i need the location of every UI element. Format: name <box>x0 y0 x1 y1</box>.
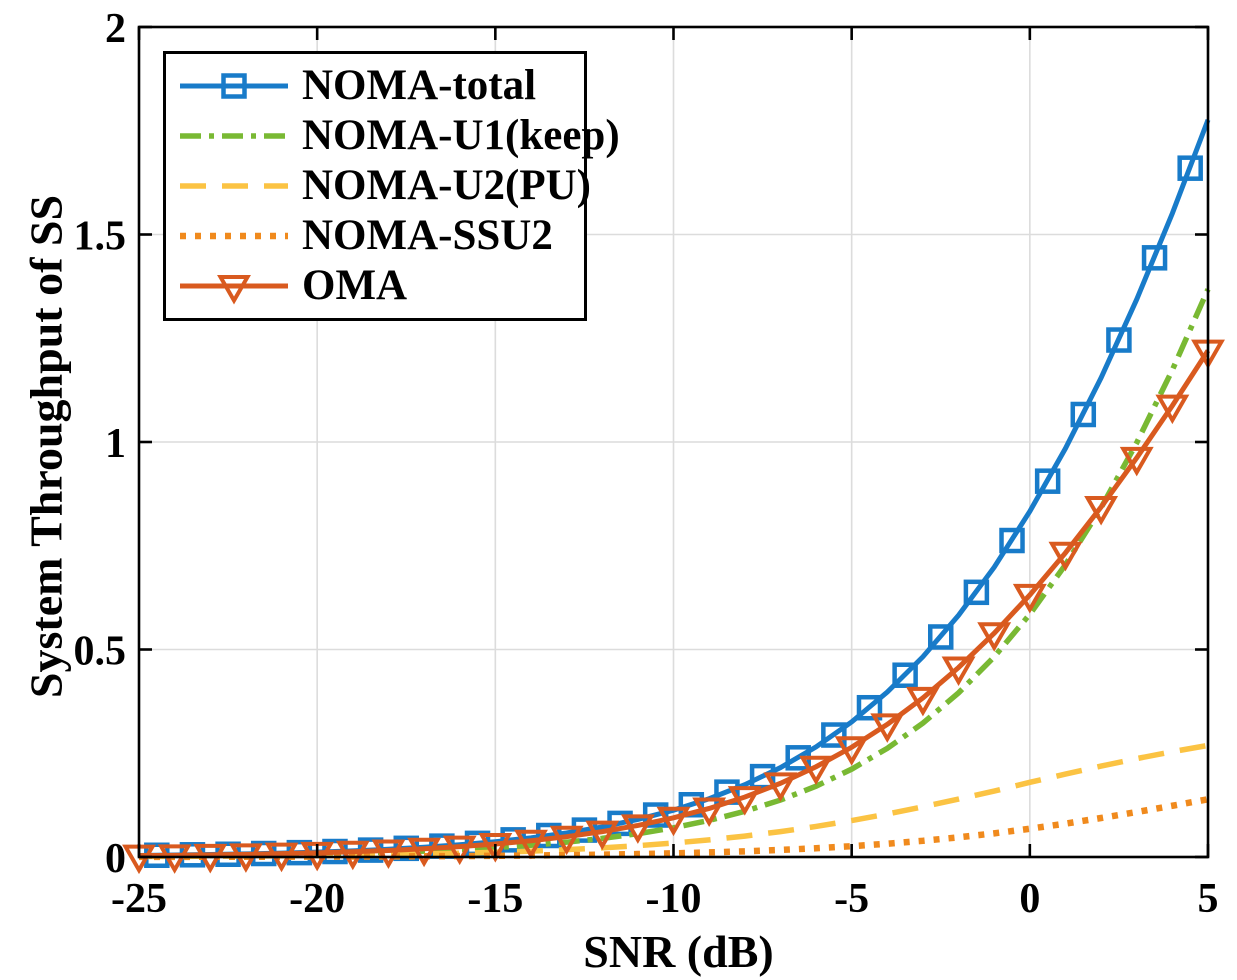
y-tick-label: 1 <box>105 421 126 467</box>
marker-triangle-down-icon <box>692 797 727 827</box>
marker-triangle-down-icon <box>834 736 869 766</box>
marker-square-icon <box>1141 245 1168 271</box>
marker-triangle-down-icon <box>1119 446 1154 477</box>
x-tick-label: 0 <box>1019 876 1040 922</box>
marker-triangle-down-icon <box>585 820 620 851</box>
legend-label: NOMA-U1(keep) <box>302 112 620 159</box>
marker-triangle-down-icon <box>300 841 335 872</box>
marker-triangle-down-icon <box>335 840 370 871</box>
marker-square-icon <box>963 579 990 606</box>
y-tick-label: 0.5 <box>74 629 127 675</box>
marker-triangle-down-icon <box>799 755 833 786</box>
legend-item-noma-ssu2: NOMA-SSU2 <box>178 211 578 261</box>
x-tick-label: -15 <box>467 876 523 922</box>
marker-triangle-down-icon <box>1084 496 1119 526</box>
marker-triangle-down-icon <box>407 837 442 868</box>
marker-triangle-down-icon <box>478 833 513 863</box>
marker-square-icon <box>928 624 954 650</box>
legend-sample-line-icon <box>180 275 288 305</box>
marker-triangle-down-icon <box>656 806 691 837</box>
marker-triangle-down-icon <box>442 835 477 866</box>
y-tick-label: 0 <box>105 836 126 882</box>
marker-square-icon <box>749 763 776 790</box>
marker-triangle-down-icon <box>905 686 940 717</box>
marker-square-icon <box>1034 468 1061 494</box>
y-axis-title: System Throughput of SS <box>20 194 72 699</box>
legend: NOMA-total NOMA-U1(keep) NOMA-U2(PU) NOM… <box>163 51 620 321</box>
legend-item-noma-total: NOMA-total <box>178 61 578 111</box>
x-tick-label: -25 <box>111 876 167 922</box>
marker-triangle-down-icon <box>371 839 406 869</box>
legend-label: NOMA-SSU2 <box>302 212 553 259</box>
legend-sample-line-icon <box>180 133 288 139</box>
marker-triangle-down-icon <box>1155 394 1190 425</box>
marker-triangle-down-icon <box>727 786 762 816</box>
marker-triangle-down-icon <box>549 825 584 856</box>
marker-triangle-down-icon <box>763 772 798 802</box>
x-tick-label: -10 <box>646 876 702 922</box>
marker-square-icon <box>821 722 847 748</box>
marker-square-icon <box>1177 155 1203 181</box>
x-tick-label: -20 <box>289 876 345 922</box>
x-tick-label: 5 <box>1198 876 1219 922</box>
legend-sample-line-icon <box>180 73 288 99</box>
x-tick-label: -5 <box>834 876 869 922</box>
marker-triangle-down-icon <box>977 622 1012 652</box>
marker-triangle-down-icon <box>620 814 655 844</box>
marker-square-icon <box>1070 401 1097 428</box>
marker-square-icon <box>892 662 918 688</box>
marker-triangle-down-icon <box>870 713 905 743</box>
legend-sample-line-icon <box>180 232 288 240</box>
marker-triangle-down-icon <box>941 656 976 686</box>
y-tick-label: 1.5 <box>74 214 127 260</box>
marker-triangle-down-icon <box>1012 583 1047 614</box>
marker-triangle-down-icon <box>514 829 548 860</box>
legend-label: OMA <box>302 262 408 309</box>
marker-square-icon <box>999 527 1025 554</box>
y-tick-label: 2 <box>105 6 126 52</box>
marker-triangle-down-icon <box>1048 541 1083 572</box>
x-axis-title: SNR (dB) <box>583 926 774 977</box>
legend-sample-line-icon <box>180 183 288 189</box>
legend-label: NOMA-U2(PU) <box>302 162 591 209</box>
legend-item-noma-u2-pu: NOMA-U2(PU) <box>178 161 591 211</box>
axis-ticks <box>137 25 1210 859</box>
legend-item-oma: OMA <box>178 261 578 311</box>
marker-square-icon <box>856 694 883 721</box>
marker-square-icon <box>1106 327 1132 353</box>
legend-label: NOMA-total <box>302 62 537 109</box>
legend-item-noma-u1-keep: NOMA-U1(keep) <box>178 111 620 161</box>
